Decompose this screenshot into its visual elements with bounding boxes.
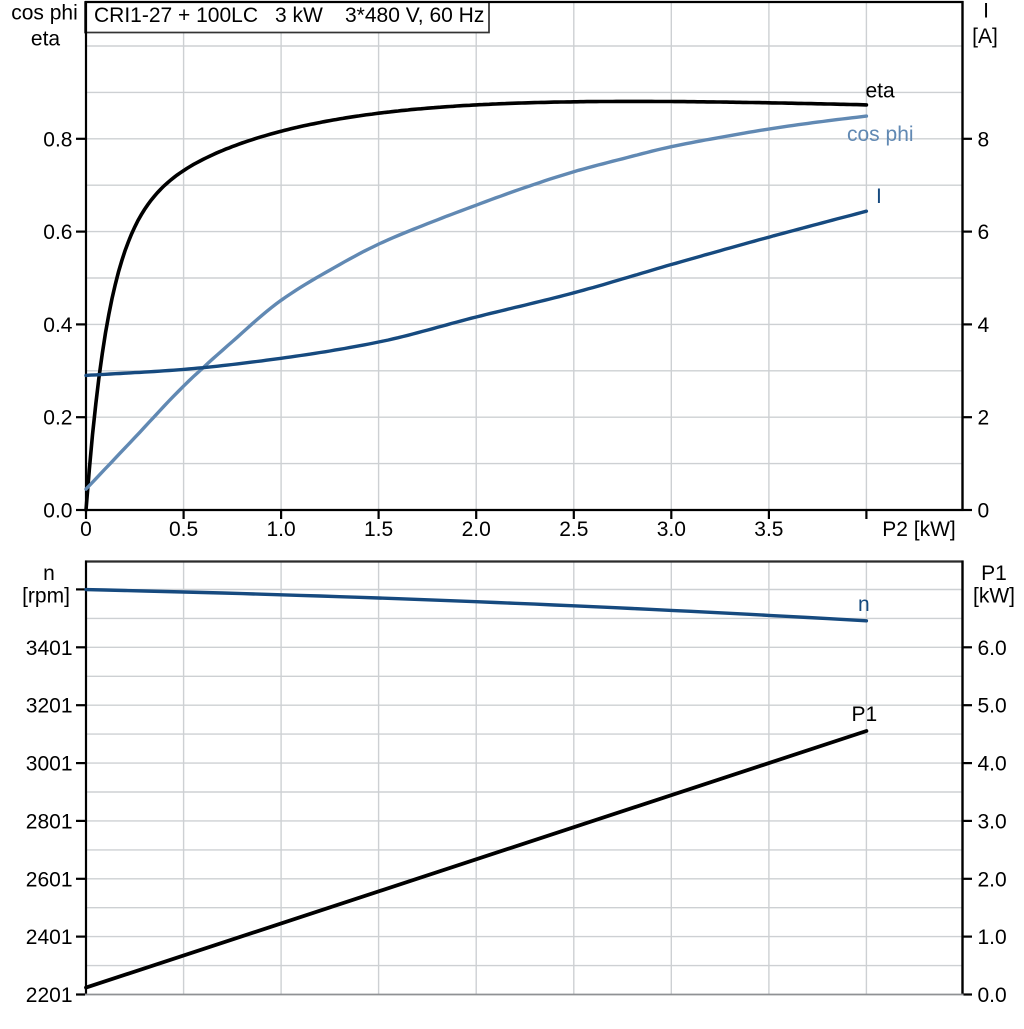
svg-text:2201: 2201 bbox=[26, 984, 73, 1007]
svg-text:I: I bbox=[876, 185, 882, 208]
svg-text:3201: 3201 bbox=[26, 695, 73, 718]
svg-text:2401: 2401 bbox=[26, 926, 73, 949]
svg-text:0.0: 0.0 bbox=[978, 984, 1007, 1007]
svg-text:n: n bbox=[858, 593, 870, 616]
svg-text:6.0: 6.0 bbox=[978, 637, 1007, 660]
svg-text:[kW]: [kW] bbox=[973, 585, 1015, 608]
svg-text:1.5: 1.5 bbox=[364, 518, 393, 541]
svg-text:5.0: 5.0 bbox=[978, 695, 1007, 718]
svg-text:1.0: 1.0 bbox=[266, 518, 295, 541]
svg-text:I: I bbox=[983, 0, 989, 23]
svg-text:6: 6 bbox=[978, 221, 990, 244]
svg-text:[A]: [A] bbox=[972, 25, 998, 48]
svg-text:eta: eta bbox=[866, 80, 896, 103]
svg-text:0: 0 bbox=[80, 518, 92, 541]
svg-text:3.0: 3.0 bbox=[657, 518, 686, 541]
svg-text:2.0: 2.0 bbox=[978, 868, 1007, 891]
svg-text:2801: 2801 bbox=[26, 810, 73, 833]
svg-text:2601: 2601 bbox=[26, 868, 73, 891]
svg-text:n: n bbox=[43, 562, 55, 585]
svg-text:cos phi: cos phi bbox=[11, 2, 78, 25]
svg-text:0.0: 0.0 bbox=[43, 500, 72, 523]
svg-text:2: 2 bbox=[978, 407, 990, 430]
svg-text:0.8: 0.8 bbox=[43, 128, 72, 151]
svg-text:3401: 3401 bbox=[26, 637, 73, 660]
svg-text:0.6: 0.6 bbox=[43, 221, 72, 244]
svg-text:4.0: 4.0 bbox=[978, 753, 1007, 776]
svg-text:2.5: 2.5 bbox=[559, 518, 588, 541]
svg-text:P2 [kW]: P2 [kW] bbox=[882, 518, 956, 541]
svg-text:8: 8 bbox=[978, 128, 990, 151]
svg-text:0.4: 0.4 bbox=[43, 314, 73, 337]
svg-text:cos phi: cos phi bbox=[847, 123, 914, 146]
svg-text:2.0: 2.0 bbox=[462, 518, 491, 541]
svg-text:0.5: 0.5 bbox=[169, 518, 198, 541]
svg-text:0.2: 0.2 bbox=[43, 407, 72, 430]
svg-text:P1: P1 bbox=[981, 562, 1007, 585]
svg-text:[rpm]: [rpm] bbox=[22, 585, 70, 608]
svg-text:3.5: 3.5 bbox=[754, 518, 783, 541]
svg-text:3.0: 3.0 bbox=[978, 810, 1007, 833]
svg-text:4: 4 bbox=[978, 314, 990, 337]
svg-text:1.0: 1.0 bbox=[978, 926, 1007, 949]
svg-text:P1: P1 bbox=[852, 703, 878, 726]
svg-text:0: 0 bbox=[978, 500, 990, 523]
svg-text:eta: eta bbox=[31, 28, 61, 51]
svg-text:3001: 3001 bbox=[26, 753, 73, 776]
